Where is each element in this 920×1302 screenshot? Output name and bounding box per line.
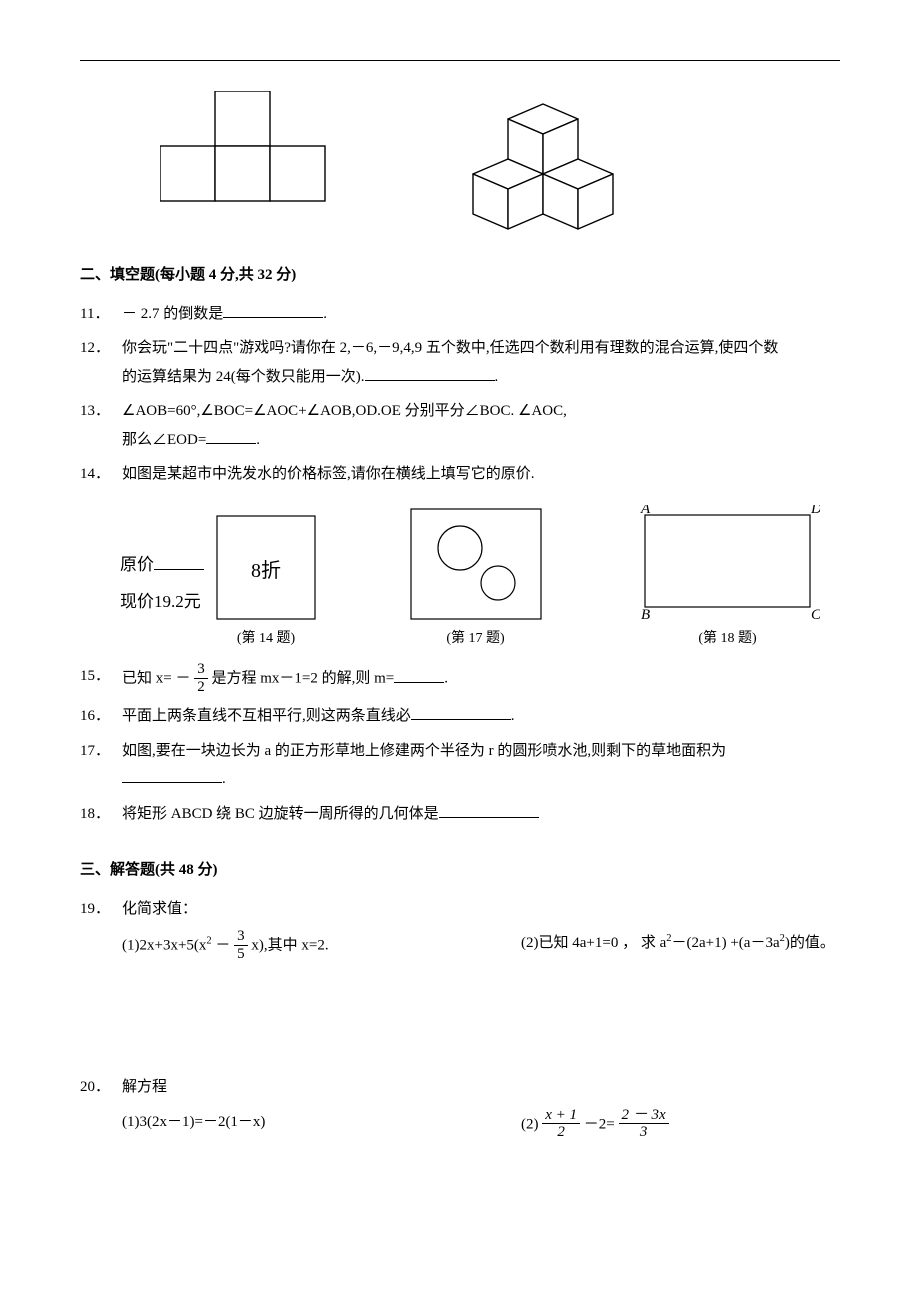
fig18-svg: A D B C [635, 505, 820, 620]
q11-text-b: . [323, 306, 327, 322]
q18-num: 18． [80, 800, 122, 829]
q17-line2: . [222, 771, 226, 787]
q13-line2-a: 那么∠EOD= [122, 432, 206, 448]
q20-part1: (1)3(2x－1)=－2(1－x) [122, 1108, 441, 1142]
q19-subparts: (1)2x+3x+5(x2 － 35 x),其中 x=2. (2)已知 4a+1… [80, 929, 840, 963]
q11-text-a: － 2.7 的倒数是 [122, 306, 223, 322]
section-2-title: 二、填空题(每小题 4 分,共 32 分) [80, 261, 840, 290]
q16-a: 平面上两条直线不互相平行,则这两条直线必 [122, 708, 411, 724]
fig18-label-b: B [641, 607, 650, 620]
q15-num: 15． [80, 662, 122, 696]
fig18-label-a: A [640, 505, 651, 517]
fig14-yuanjia: 原价 [120, 555, 154, 574]
q15-b: 是方程 mx－1=2 的解,则 m= [211, 671, 394, 687]
figure-net [160, 91, 330, 206]
q13-line1: ∠AOB=60°,∠BOC=∠AOC+∠AOB,OD.OE 分别平分∠BOC. … [122, 397, 840, 426]
fig17-svg [410, 508, 542, 620]
q13-blank [206, 428, 256, 444]
q13-line2-b: . [256, 432, 260, 448]
q19-frac: 35 [234, 928, 248, 962]
q20-frac1: x + 12 [542, 1107, 580, 1141]
q17-num: 17． [80, 737, 122, 794]
q20-subparts: (1)3(2x－1)=－2(1－x) (2) x + 12 －2= 2 － 3x… [80, 1108, 840, 1142]
figures-row-14-17-18: 原价 现价19.2元 8折 (第 14 题) (第 17 题) [80, 495, 840, 653]
top-rule [80, 60, 840, 61]
q16-b: . [511, 708, 515, 724]
q19-part2: (2)已知 4a+1=0 ， 求 a2－(2a+1) +(a－3a2)的值。 [521, 929, 840, 963]
q17-blank [122, 767, 222, 783]
q15-blank [394, 667, 444, 683]
fig17-caption: (第 17 题) [446, 626, 504, 653]
q12-line2-b: . [495, 369, 499, 385]
q14-num: 14． [80, 460, 122, 489]
figure-cubes [430, 91, 620, 231]
question-18: 18． 将矩形 ABCD 绕 BC 边旋转一周所得的几何体是 [80, 800, 840, 829]
fig18-label-c: C [811, 607, 820, 620]
fig14-xianjia: 现价19.2元 [120, 583, 204, 620]
q15-c: . [444, 671, 448, 687]
q11-blank [223, 302, 323, 318]
q19-num: 19． [80, 895, 122, 924]
q18-blank [439, 802, 539, 818]
q15-a: 已知 x= － [122, 671, 190, 687]
q18-a: 将矩形 ABCD 绕 BC 边旋转一周所得的几何体是 [122, 806, 439, 822]
q20-num: 20． [80, 1073, 122, 1102]
q12-num: 12． [80, 334, 122, 391]
fig14-discount-text: 8折 [251, 559, 281, 582]
q16-num: 16． [80, 702, 122, 731]
question-12: 12． 你会玩"二十四点"游戏吗?请你在 2,－6,－9,4,9 五个数中,任选… [80, 334, 840, 391]
q19-part1: (1)2x+3x+5(x2 － 35 x),其中 x=2. [122, 929, 441, 963]
question-20: 20． 解方程 [80, 1073, 840, 1102]
question-14: 14． 如图是某超市中洗发水的价格标签,请你在横线上填写它的原价. [80, 460, 840, 489]
q20-text: 解方程 [122, 1073, 840, 1102]
question-16: 16． 平面上两条直线不互相平行,则这两条直线必. [80, 702, 840, 731]
question-15: 15． 已知 x= － 32 是方程 mx－1=2 的解,则 m=. [80, 662, 840, 696]
q12-line2-a: 的运算结果为 24(每个数只能用一次). [122, 369, 365, 385]
q12-blank [365, 365, 495, 381]
question-19: 19． 化简求值： [80, 895, 840, 924]
q19-text: 化简求值： [122, 895, 840, 924]
q15-frac: 32 [194, 661, 208, 695]
fig18-caption: (第 18 题) [698, 626, 756, 653]
question-13: 13． ∠AOB=60°,∠BOC=∠AOC+∠AOB,OD.OE 分别平分∠B… [80, 397, 840, 454]
question-11: 11． － 2.7 的倒数是. [80, 300, 840, 329]
q14-text: 如图是某超市中洗发水的价格标签,请你在横线上填写它的原价. [122, 460, 840, 489]
fig14-price-labels: 原价 现价19.2元 [120, 546, 204, 621]
fig18-label-d: D [810, 505, 820, 517]
q17-line1: 如图,要在一块边长为 a 的正方形草地上修建两个半径为 r 的圆形喷水池,则剩下… [122, 737, 840, 766]
fig14-caption: (第 14 题) [237, 626, 295, 653]
top-figure-row [80, 91, 840, 231]
fig14-box: 8折 [216, 515, 316, 620]
q13-num: 13． [80, 397, 122, 454]
q20-part2: (2) x + 12 －2= 2 － 3x3 [521, 1108, 840, 1142]
section-3-title: 三、解答题(共 48 分) [80, 856, 840, 885]
q16-blank [411, 704, 511, 720]
q12-line1: 你会玩"二十四点"游戏吗?请你在 2,－6,－9,4,9 五个数中,任选四个数利… [122, 334, 840, 363]
q11-num: 11． [80, 300, 122, 329]
question-17: 17． 如图,要在一块边长为 a 的正方形草地上修建两个半径为 r 的圆形喷水池… [80, 737, 840, 794]
fig14-yuanjia-blank [154, 552, 204, 570]
q20-frac2: 2 － 3x3 [619, 1107, 669, 1141]
